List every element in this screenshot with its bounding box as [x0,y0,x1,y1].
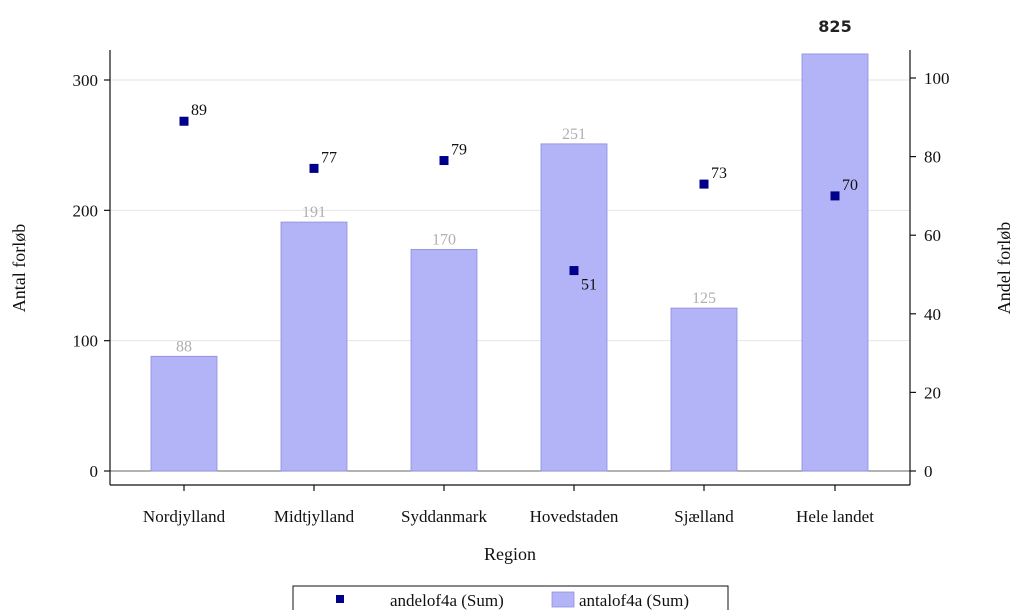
x-tick-label: Midtjylland [274,507,355,526]
left-tick-label: 100 [73,332,99,351]
x-axis-title: Region [484,544,536,564]
bar-value-label: 191 [302,204,326,221]
x-tick-label: Hele landet [796,507,874,526]
point-value-label: 77 [321,149,337,166]
bar-value-label: 170 [432,231,456,248]
bars [150,53,869,472]
right-tick-label: 0 [924,462,933,481]
legend-label-points: andelof4a (Sum) [390,591,504,610]
bar [540,143,608,472]
point-value-label: 89 [191,102,207,119]
left-tick-label: 300 [73,71,99,90]
bar-value-label: 825 [818,17,851,36]
bar [670,307,738,472]
point [439,156,449,166]
x-tick-label: Nordjylland [143,507,226,526]
right-tick-label: 80 [924,148,941,167]
bar [280,221,348,472]
point-value-label: 51 [581,277,597,294]
point-value-label: 73 [711,165,727,182]
bar [410,249,478,472]
right-tick-label: 20 [924,383,941,402]
x-tick-label: Syddanmark [401,507,487,526]
legend-box [292,585,729,610]
legend: andelof4a (Sum) antalof4a (Sum) [292,585,729,610]
data-labels: 88 191 170 251 125 825 89 77 79 51 73 70 [176,17,858,355]
point [309,163,319,173]
x-tick-label: Hovedstaden [530,507,619,526]
bar-value-label: 125 [692,290,716,307]
bar-value-label: 88 [176,338,192,355]
right-tick-label: 100 [924,69,950,88]
gridlines [110,79,910,472]
bar-value-label: 251 [562,126,586,143]
legend-marker-bars [551,591,575,608]
point [699,179,709,189]
bar [150,355,218,472]
y-axis-title: Antal forløb [9,224,29,312]
left-tick-label: 200 [73,201,99,220]
left-tick-label: 0 [90,462,99,481]
right-tick-label: 40 [924,305,941,324]
point [569,266,579,276]
legend-marker-points [336,595,344,603]
ticks: 0 100 200 300 0 20 40 60 80 100 Nordjylland Midtjyl… [73,69,950,526]
point [179,116,189,126]
legend-label-bars: antalof4a (Sum) [579,591,689,610]
x-tick-label: Sjælland [674,507,734,526]
point-value-label: 79 [451,142,467,159]
point-value-label: 70 [842,177,858,194]
point [830,191,840,201]
bar [801,53,869,472]
axes [109,50,911,486]
y2-axis-title: Andel forløb [994,222,1012,314]
points [179,116,840,276]
right-tick-label: 60 [924,226,941,245]
